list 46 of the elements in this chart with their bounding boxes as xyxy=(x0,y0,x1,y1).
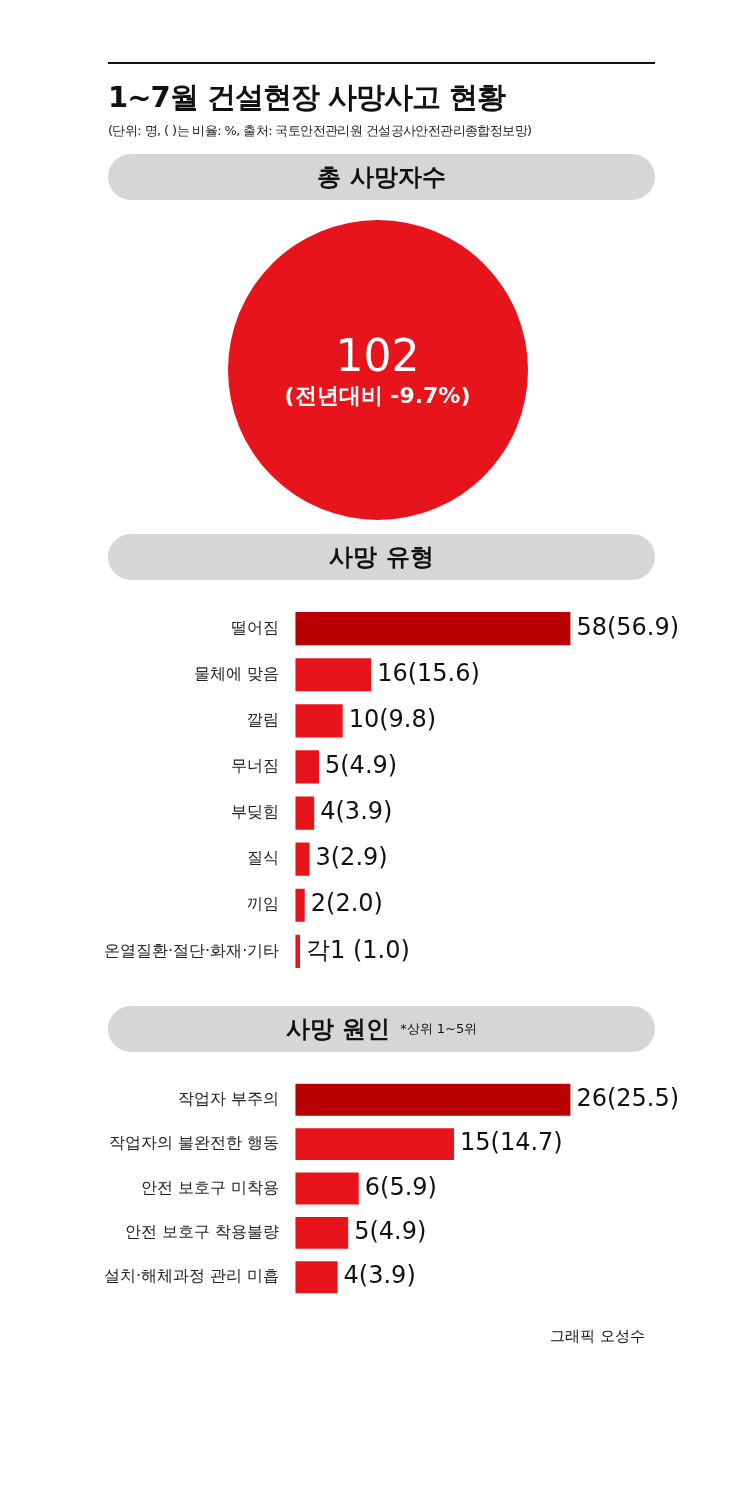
text: 그래픽 오성수 xyxy=(549,1327,645,1346)
chart-subtitle: *상위 1~5위 xyxy=(400,1020,478,1038)
data-label: 4(3.9) xyxy=(343,1261,416,1290)
data-label: 5(4.9) xyxy=(324,751,398,780)
bar xyxy=(295,704,343,738)
y-tick-label: 작업자 부주의 xyxy=(178,1088,280,1108)
data-label: 26(25.5) xyxy=(576,1084,680,1113)
y-tick-label: 깔림 xyxy=(247,710,280,730)
data-label: 5(4.9) xyxy=(354,1217,427,1246)
y-tick-label: 무너짐 xyxy=(231,756,280,776)
data-label: 각1 (1.0) xyxy=(306,935,410,964)
y-tick-label: 안전 보호구 미착용 xyxy=(141,1177,280,1197)
bar xyxy=(295,1216,349,1249)
y-tick-label: 끼임 xyxy=(247,894,280,914)
bar xyxy=(295,750,319,784)
y-tick-label: 물체에 맞음 xyxy=(194,663,280,683)
data-label: 4(3.9) xyxy=(320,797,393,826)
text: (단위: 명, ( )는 비율: %, 출처: 국토안전관리원 건설공사안전관리종합정보망) xyxy=(108,122,533,140)
text: 총 사망자수 xyxy=(108,154,655,200)
data-label: 2(2.0) xyxy=(310,889,383,918)
y-tick-label: 부딪힘 xyxy=(231,802,280,822)
bar xyxy=(295,1083,571,1116)
bar xyxy=(295,612,571,646)
bar xyxy=(295,842,310,876)
chart-title: 사망 유형 xyxy=(108,534,655,580)
text: 1~7월 건설현장 사망사고 현황 xyxy=(108,79,507,116)
data-label: 6(5.9) xyxy=(364,1172,437,1201)
bar xyxy=(295,796,315,830)
bar xyxy=(295,1261,338,1294)
bar xyxy=(295,1128,455,1161)
y-tick-label: 질식 xyxy=(247,848,280,868)
bar xyxy=(295,1172,359,1205)
y-tick-label: 떨어짐 xyxy=(231,617,280,637)
y-tick-label: 설치·해체과정 관리 미흡 xyxy=(103,1266,280,1286)
data-label: 58(56.9) xyxy=(576,612,680,641)
circle-badge: 102 (전년대비 -9.7%) xyxy=(227,220,528,520)
y-tick-label: 안전 보호구 착용불량 xyxy=(125,1222,280,1242)
data-label: 3(2.9) xyxy=(315,843,388,872)
y-tick-label: 온열질환·절단·화재·기타 xyxy=(103,940,280,960)
chart-title: 사망 원인 xyxy=(285,1015,391,1043)
bar xyxy=(295,658,372,692)
data-label: 16(15.6) xyxy=(377,658,480,687)
bar xyxy=(295,888,305,922)
y-tick-label: 작업자의 불완전한 행동 xyxy=(109,1133,280,1153)
data-label: 10(9.8) xyxy=(348,705,437,734)
data-label: 15(14.7) xyxy=(460,1128,563,1157)
